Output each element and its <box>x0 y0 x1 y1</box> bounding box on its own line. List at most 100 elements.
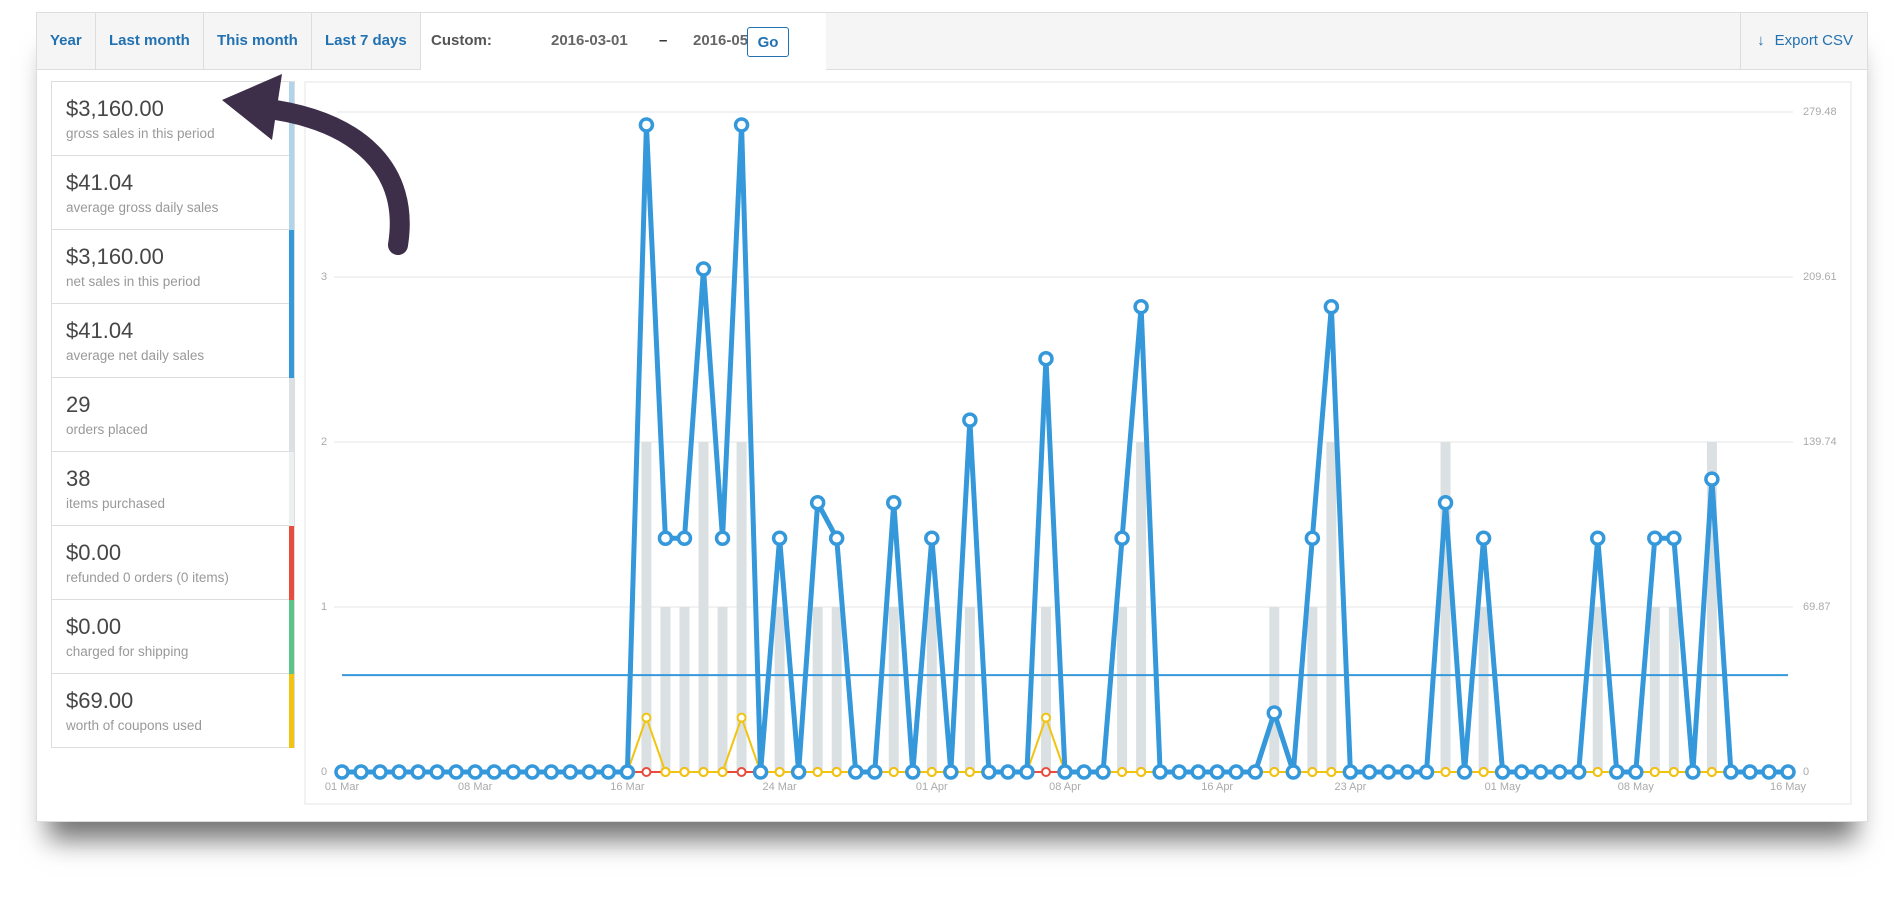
point <box>1647 530 1663 546</box>
x-tick-label: 01 Mar <box>325 781 360 793</box>
point <box>698 767 709 777</box>
x-tick-label: 16 Apr <box>1201 781 1233 793</box>
point <box>886 495 902 511</box>
point <box>1437 495 1454 511</box>
point <box>1114 530 1130 546</box>
bar <box>1478 607 1489 772</box>
point <box>1780 764 1796 780</box>
bar <box>1269 607 1280 772</box>
export-csv[interactable]: ↓ Export CSV <box>1740 13 1867 69</box>
x-tick-label: 16 May <box>1770 781 1807 793</box>
chart-frame <box>304 81 1852 805</box>
summary-value: $41.04 <box>66 318 134 343</box>
summary-label: refunded 0 orders (0 items) <box>66 570 229 585</box>
export-label: Export CSV <box>1774 32 1853 49</box>
y-tick-label: 0 <box>321 766 327 778</box>
summary-row[interactable]: $41.04 average gross daily sales <box>52 156 294 230</box>
point <box>847 764 864 780</box>
point <box>1706 767 1717 777</box>
point <box>353 764 369 780</box>
point <box>809 495 826 511</box>
point <box>562 764 579 780</box>
x-tick-label: 01 May <box>1485 781 1522 793</box>
summary-row[interactable]: 38 items purchased <box>52 452 294 526</box>
point <box>866 764 883 780</box>
date-separator: – <box>659 32 668 49</box>
summary-label: orders placed <box>66 422 148 437</box>
point <box>790 764 807 780</box>
point <box>1136 767 1147 777</box>
summary-row[interactable]: $3,160.00 net sales in this period <box>52 230 294 304</box>
x-tick-label: 16 Mar <box>610 781 645 793</box>
point <box>774 767 785 777</box>
point <box>1361 764 1378 780</box>
point <box>505 764 521 780</box>
summary-label: worth of coupons used <box>66 718 202 733</box>
summary-row[interactable]: $69.00 worth of coupons used <box>52 674 294 748</box>
summary-row[interactable]: $0.00 charged for shipping <box>52 600 294 674</box>
point <box>657 530 674 546</box>
color-strip <box>289 600 294 674</box>
point <box>981 764 997 780</box>
y2-tick-label: 69.87 <box>1803 601 1831 613</box>
point <box>467 764 483 780</box>
point <box>1609 764 1625 780</box>
point <box>831 767 842 777</box>
point <box>1040 712 1051 723</box>
point <box>1342 764 1359 780</box>
point <box>1133 299 1149 315</box>
custom-label: Custom: <box>431 32 492 49</box>
point <box>1228 764 1244 780</box>
point <box>1190 764 1206 780</box>
point <box>619 764 636 780</box>
bar <box>1040 607 1051 772</box>
date-from[interactable]: 2016-03-01 <box>551 32 628 49</box>
bar <box>1706 442 1717 772</box>
point <box>1649 767 1660 777</box>
point <box>1323 299 1340 315</box>
point <box>1399 764 1416 780</box>
point <box>1209 764 1225 780</box>
point <box>1685 764 1701 780</box>
x-tick-label: 23 Apr <box>1334 781 1366 793</box>
point <box>1704 471 1720 487</box>
summary-row[interactable]: $41.04 average net daily sales <box>52 304 294 378</box>
bar <box>774 607 785 772</box>
bar <box>812 607 823 772</box>
summary-row[interactable]: 29 orders placed <box>52 378 294 452</box>
point <box>581 764 598 780</box>
range-tab[interactable]: Last 7 days <box>312 13 421 69</box>
point <box>1570 764 1587 780</box>
bar <box>1136 442 1147 772</box>
point <box>926 767 937 777</box>
point <box>714 530 731 546</box>
summary-label: average gross daily sales <box>66 200 219 215</box>
summary-label: net sales in this period <box>66 274 201 289</box>
point <box>1418 764 1435 780</box>
range-tab[interactable]: Last month <box>96 13 204 69</box>
go-button[interactable]: Go <box>747 27 789 57</box>
point <box>429 764 445 780</box>
bar <box>736 442 747 772</box>
point <box>679 767 690 777</box>
bar <box>717 607 728 772</box>
range-tab[interactable]: This month <box>204 13 312 69</box>
point <box>600 764 617 780</box>
point <box>695 261 712 277</box>
point <box>1285 764 1302 780</box>
point <box>1326 767 1337 777</box>
bar <box>888 607 899 772</box>
point <box>448 764 464 780</box>
point <box>1723 764 1739 780</box>
range-tab[interactable]: Year <box>37 13 96 69</box>
color-strip <box>289 378 294 452</box>
point <box>736 712 747 723</box>
point <box>771 530 788 546</box>
point <box>1532 764 1549 780</box>
summary-list: $3,160.00 gross sales in this period $41.0… <box>51 81 295 748</box>
summary-row[interactable]: $0.00 refunded 0 orders (0 items) <box>52 526 294 600</box>
point <box>1475 530 1492 546</box>
x-tick-label: 08 Mar <box>458 781 493 793</box>
